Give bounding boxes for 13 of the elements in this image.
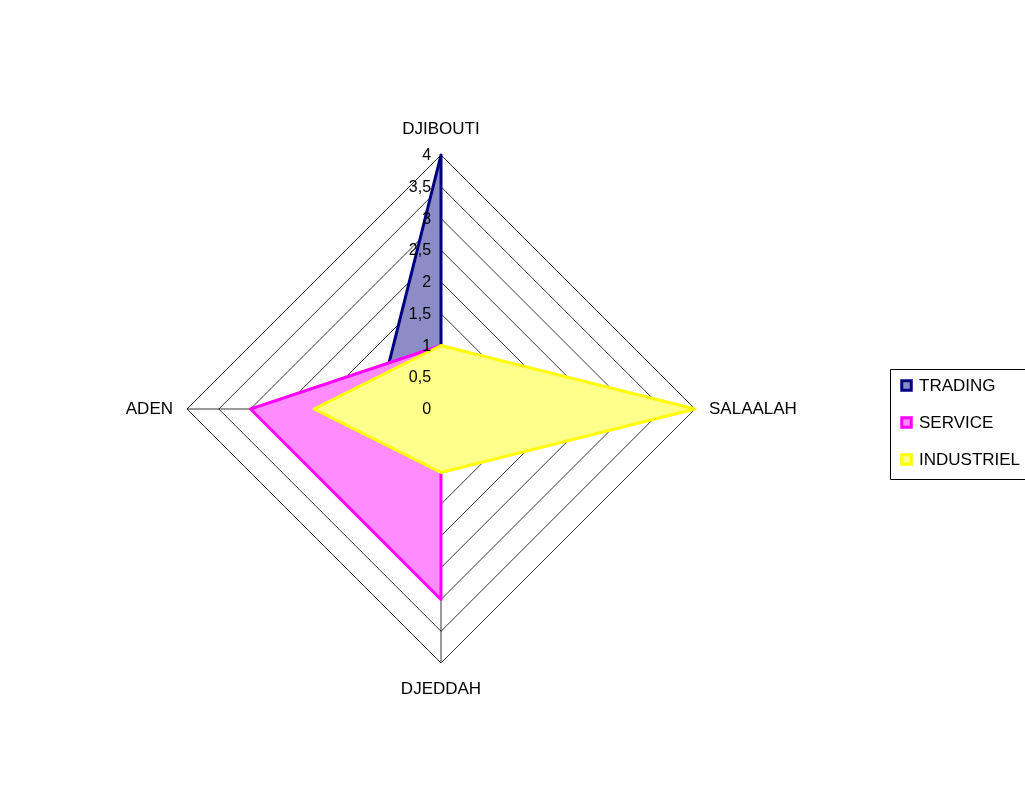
y-tick-label: 0,5 xyxy=(408,368,432,386)
legend-label: TRADING xyxy=(919,375,996,395)
y-tick-label: 2 xyxy=(422,273,432,290)
spoke-label: ADEN xyxy=(125,399,173,418)
legend-label: INDUSTRIEL xyxy=(919,449,1021,469)
y-tick-label: 3,5 xyxy=(408,177,432,195)
y-tick-label: 1,5 xyxy=(408,304,432,322)
legend-label: SERVICE xyxy=(919,412,994,432)
spoke-label: SALAALAH xyxy=(709,399,797,418)
y-tick-label: 0 xyxy=(422,400,432,417)
spoke-label: DJIBOUTI xyxy=(402,119,480,138)
y-tick-label: 4 xyxy=(422,146,432,163)
spoke-label: DJEDDAH xyxy=(400,679,482,698)
